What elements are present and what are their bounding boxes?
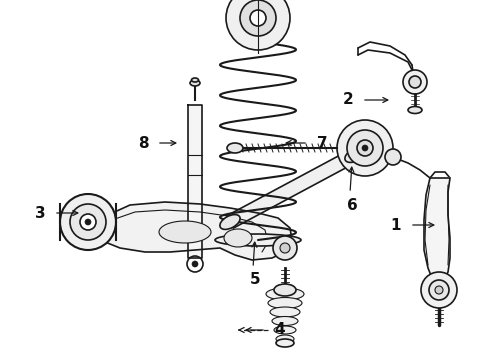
Circle shape [240, 0, 276, 36]
Circle shape [192, 261, 198, 267]
Ellipse shape [408, 107, 422, 113]
Circle shape [250, 10, 266, 26]
Ellipse shape [276, 339, 294, 347]
Ellipse shape [268, 297, 302, 309]
Polygon shape [100, 202, 292, 260]
Circle shape [357, 140, 373, 156]
Text: 8: 8 [138, 135, 148, 150]
Circle shape [362, 145, 368, 151]
Polygon shape [227, 149, 358, 228]
Circle shape [403, 70, 427, 94]
Ellipse shape [190, 80, 200, 86]
Circle shape [226, 0, 290, 50]
Ellipse shape [274, 326, 296, 334]
Circle shape [280, 243, 290, 253]
Ellipse shape [272, 316, 298, 325]
Ellipse shape [266, 288, 304, 300]
Circle shape [337, 120, 393, 176]
Ellipse shape [345, 148, 365, 162]
Text: 6: 6 [346, 198, 357, 212]
Circle shape [385, 149, 401, 165]
Circle shape [421, 272, 457, 308]
Ellipse shape [220, 215, 240, 229]
Ellipse shape [215, 234, 301, 246]
Text: 2: 2 [343, 93, 353, 108]
Text: 4: 4 [275, 323, 285, 338]
Circle shape [80, 214, 96, 230]
Text: 1: 1 [391, 217, 401, 233]
Circle shape [273, 236, 297, 260]
Ellipse shape [159, 221, 211, 243]
Circle shape [409, 76, 421, 88]
Circle shape [85, 219, 91, 225]
Circle shape [70, 204, 106, 240]
Ellipse shape [192, 78, 198, 82]
Ellipse shape [276, 335, 294, 343]
Ellipse shape [224, 229, 252, 247]
Ellipse shape [274, 284, 296, 296]
Circle shape [429, 280, 449, 300]
Circle shape [347, 130, 383, 166]
Text: 3: 3 [35, 206, 45, 220]
Circle shape [60, 194, 116, 250]
Circle shape [435, 286, 443, 294]
Text: 7: 7 [317, 135, 327, 150]
Text: 5: 5 [250, 273, 260, 288]
Ellipse shape [227, 143, 243, 153]
Polygon shape [424, 178, 450, 280]
Ellipse shape [270, 307, 300, 317]
Polygon shape [188, 105, 202, 258]
